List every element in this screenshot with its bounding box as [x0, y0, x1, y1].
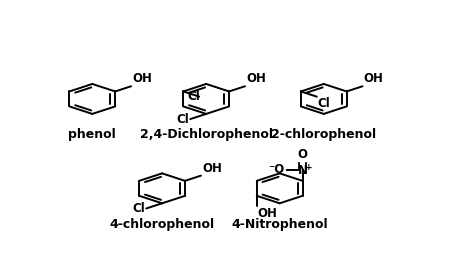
Text: phenol: phenol [68, 129, 116, 141]
Text: Cl: Cl [133, 202, 145, 215]
Text: 4-chlorophenol: 4-chlorophenol [109, 218, 215, 231]
Text: OH: OH [364, 72, 383, 85]
Text: ⁻O: ⁻O [268, 163, 285, 176]
Text: N: N [298, 164, 308, 177]
Text: OH: OH [258, 207, 278, 220]
Text: 4-Nitrophenol: 4-Nitrophenol [231, 218, 328, 231]
Text: Cl: Cl [177, 113, 189, 126]
Text: 2-chlorophenol: 2-chlorophenol [271, 129, 376, 141]
Text: OH: OH [132, 72, 152, 85]
Text: +: + [305, 163, 313, 172]
Text: OH: OH [246, 72, 266, 85]
Text: OH: OH [202, 162, 222, 175]
Text: Cl: Cl [318, 97, 330, 110]
Text: 2,4-Dichlorophenol: 2,4-Dichlorophenol [140, 129, 273, 141]
Text: Cl: Cl [187, 90, 200, 103]
Text: O: O [298, 148, 308, 161]
